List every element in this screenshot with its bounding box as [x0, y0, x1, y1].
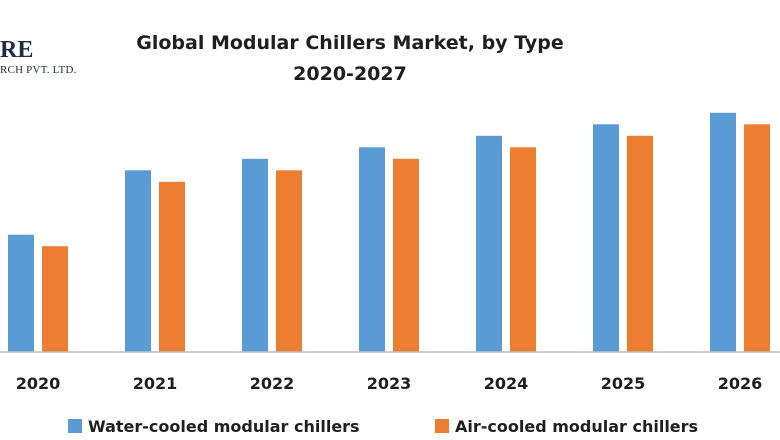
bar-water-cooled-2021	[125, 170, 151, 352]
x-tick-label-2025: 2025	[601, 374, 646, 393]
logo-mark-text: RE	[0, 37, 34, 63]
x-tick-label-2022: 2022	[250, 374, 295, 393]
bar-air-cooled-2025	[627, 135, 653, 352]
x-tick-label-2023: 2023	[367, 374, 412, 393]
chart-title: Global Modular Chillers Market, by Type	[136, 32, 564, 54]
bar-water-cooled-2025	[593, 124, 619, 352]
bar-air-cooled-2024	[510, 147, 536, 352]
bar-water-cooled-2020	[8, 234, 34, 352]
bar-air-cooled-2021	[159, 181, 185, 352]
x-tick-labels: 2020 2021 2022 2023 2024 2025 2026	[16, 374, 763, 393]
x-tick-label-2026: 2026	[718, 374, 763, 393]
chart-subtitle: 2020-2027	[293, 63, 407, 85]
x-tick-label-2024: 2024	[484, 374, 529, 393]
x-tick-label-2021: 2021	[133, 374, 178, 393]
legend-label-air-cooled: Air-cooled modular chillers	[455, 417, 698, 436]
bar-water-cooled-2023	[359, 147, 385, 352]
logo-subtext: RCH PVT. LTD.	[0, 64, 77, 76]
bar-group	[8, 112, 770, 352]
bar-air-cooled-2023	[393, 158, 419, 352]
bar-water-cooled-2026	[710, 112, 736, 352]
bar-water-cooled-2022	[242, 158, 268, 352]
bar-water-cooled-2024	[476, 135, 502, 352]
company-logo: RE RCH PVT. LTD.	[0, 38, 90, 78]
bar-air-cooled-2020	[42, 246, 68, 352]
bar-air-cooled-2026	[744, 124, 770, 352]
legend: Water-cooled modular chillers Air-cooled …	[68, 417, 698, 436]
legend-label-water-cooled: Water-cooled modular chillers	[88, 417, 360, 436]
bar-air-cooled-2022	[276, 170, 302, 352]
legend-swatch-air-cooled	[435, 419, 449, 433]
x-tick-label-2020: 2020	[16, 374, 61, 393]
legend-swatch-water-cooled	[68, 419, 82, 433]
